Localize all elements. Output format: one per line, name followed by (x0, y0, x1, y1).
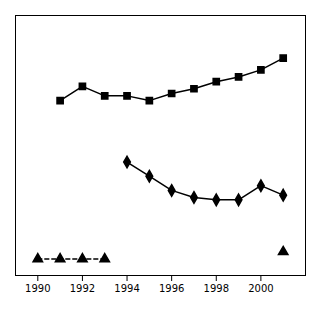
svg-text:1992: 1992 (70, 283, 95, 294)
svg-text:2000: 2000 (248, 283, 273, 294)
svg-text:1996: 1996 (159, 283, 184, 294)
svg-text:1994: 1994 (114, 283, 139, 294)
svg-text:1990: 1990 (25, 283, 50, 294)
svg-text:1998: 1998 (204, 283, 229, 294)
